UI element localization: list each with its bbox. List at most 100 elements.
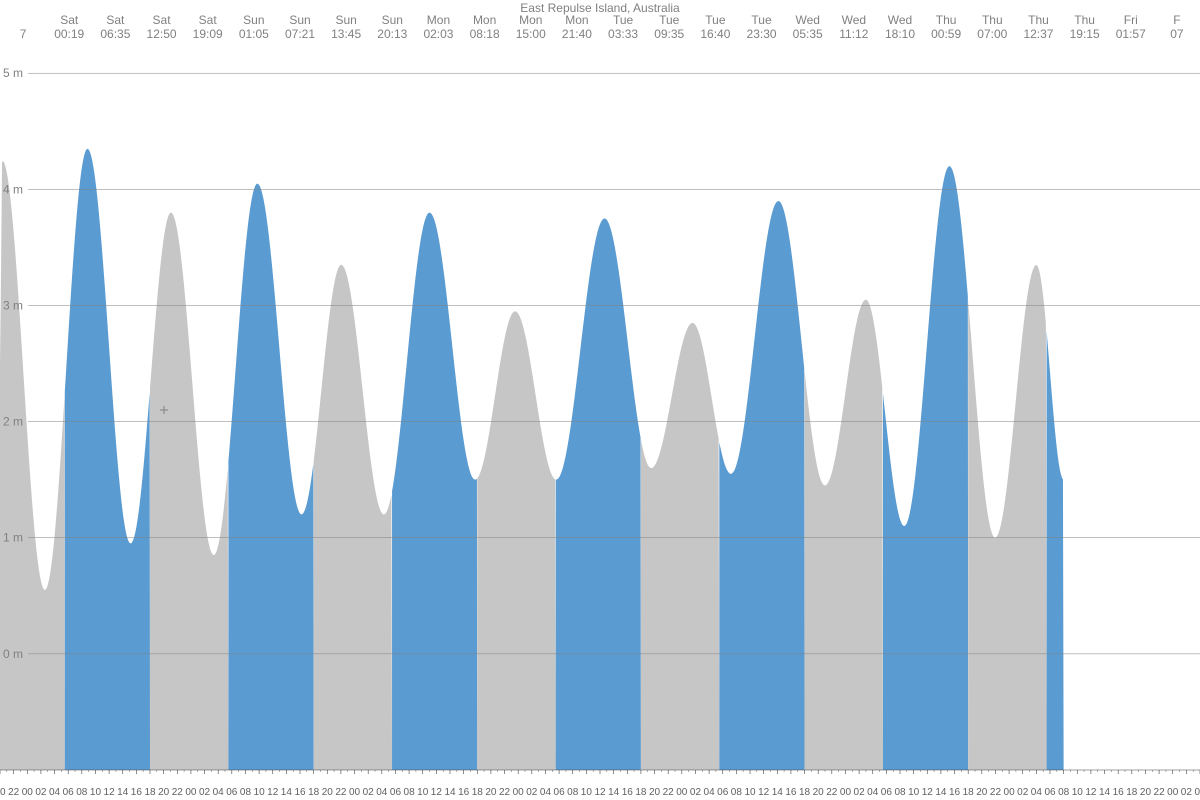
x-axis-label: 06: [554, 787, 566, 798]
x-axis-label: 12: [104, 787, 116, 798]
top-label-time: 20:13: [377, 27, 407, 41]
top-label-time: 07:21: [285, 27, 315, 41]
x-axis-label: 18: [1126, 787, 1138, 798]
top-label-day: Thu: [936, 13, 957, 27]
x-axis-label: 22: [1154, 787, 1166, 798]
x-axis-label: 04: [867, 787, 879, 798]
chart-title: East Repulse Island, Australia: [520, 1, 680, 15]
top-label-day: Tue: [751, 13, 772, 27]
top-label-time: 00:59: [931, 27, 961, 41]
x-axis-label: 14: [444, 787, 456, 798]
x-axis-label: 20: [976, 787, 988, 798]
x-axis-label: 18: [144, 787, 156, 798]
x-axis-label: 16: [1113, 787, 1125, 798]
x-axis-label: 20: [485, 787, 497, 798]
x-axis-label: 02: [1181, 787, 1193, 798]
x-axis-label: 04: [1194, 787, 1200, 798]
x-axis-label: 14: [1099, 787, 1111, 798]
x-axis-label: 20: [813, 787, 825, 798]
x-axis-label: 00: [1004, 787, 1016, 798]
x-axis-label: 16: [294, 787, 306, 798]
x-axis-label: 00: [840, 787, 852, 798]
x-axis-label: 06: [226, 787, 238, 798]
x-axis-label: 22: [335, 787, 347, 798]
top-label-time: 09:35: [654, 27, 684, 41]
x-axis-label: 10: [744, 787, 756, 798]
x-axis-label: 04: [213, 787, 225, 798]
y-axis-label: 0 m: [3, 647, 23, 661]
top-label-day: Wed: [795, 13, 819, 27]
x-axis-label: 16: [622, 787, 634, 798]
top-label-day: Sat: [60, 13, 79, 27]
top-label-day: Mon: [565, 13, 588, 27]
x-axis-label: 18: [308, 787, 320, 798]
x-axis-label: 10: [417, 787, 429, 798]
top-label-time: 06:35: [100, 27, 130, 41]
x-axis-label: 02: [690, 787, 702, 798]
x-axis-label: 00: [676, 787, 688, 798]
x-axis-label: 10: [908, 787, 920, 798]
top-label-time: 07: [1170, 27, 1184, 41]
tide-fill-bands: [0, 149, 1064, 770]
x-axis-label: 18: [635, 787, 647, 798]
top-label-time: 7: [20, 27, 27, 41]
tide-band-night: [805, 300, 883, 770]
x-axis-label: 06: [881, 787, 893, 798]
x-axis-label: 22: [499, 787, 511, 798]
x-axis-label: 04: [704, 787, 716, 798]
top-label-day: Sat: [106, 13, 125, 27]
x-axis-label: 04: [376, 787, 388, 798]
x-axis-label: 08: [731, 787, 743, 798]
top-label-day: Wed: [888, 13, 912, 27]
x-axis-label: 00: [513, 787, 525, 798]
top-label-day: Fri: [1124, 13, 1138, 27]
top-label-day: Tue: [705, 13, 726, 27]
x-axis-label: 00: [22, 787, 34, 798]
x-axis-label: 02: [199, 787, 211, 798]
top-time-labels: 7Sat00:19Sat06:35Sat12:50Sat19:09Sun01:0…: [20, 13, 1184, 41]
x-axis-label: 12: [922, 787, 934, 798]
x-axis-label: 22: [663, 787, 675, 798]
x-axis-label: 14: [117, 787, 129, 798]
x-axis-label: 12: [594, 787, 606, 798]
x-axis-label: 20: [1140, 787, 1152, 798]
top-label-time: 13:45: [331, 27, 361, 41]
top-label-day: Sun: [243, 13, 264, 27]
x-axis-label: 06: [717, 787, 729, 798]
x-axis-label: 02: [526, 787, 538, 798]
x-axis-label: 10: [90, 787, 102, 798]
x-axis-label: 02: [363, 787, 375, 798]
y-axis-label: 5 m: [3, 66, 23, 80]
x-axis-label: 22: [990, 787, 1002, 798]
y-axis-label: 2 m: [3, 415, 23, 429]
x-axis-label: 02: [35, 787, 47, 798]
tide-band-day: [719, 201, 804, 770]
x-axis-label: 14: [935, 787, 947, 798]
top-label-day: Sat: [199, 13, 218, 27]
x-axis-label: 08: [894, 787, 906, 798]
top-label-time: 01:57: [1116, 27, 1146, 41]
x-axis-label: 08: [76, 787, 88, 798]
top-label-day: Sun: [289, 13, 310, 27]
x-axis-label: 12: [267, 787, 279, 798]
x-axis-label: 10: [1072, 787, 1084, 798]
x-axis-label: 02: [854, 787, 866, 798]
top-label-time: 12:50: [147, 27, 177, 41]
x-axis-label: 16: [949, 787, 961, 798]
x-axis-label: 10: [254, 787, 266, 798]
tide-band-day: [65, 149, 150, 770]
x-axis-label: 12: [758, 787, 770, 798]
x-axis-label: 22: [826, 787, 838, 798]
x-axis-label: 18: [799, 787, 811, 798]
tide-chart: 0 m1 m2 m3 m4 m5 mEast Repulse Island, A…: [0, 0, 1200, 800]
top-label-day: Tue: [659, 13, 680, 27]
x-axis-label: 12: [431, 787, 443, 798]
top-label-time: 18:10: [885, 27, 915, 41]
x-axis-label: 20: [0, 787, 6, 798]
top-label-time: 15:00: [516, 27, 546, 41]
x-axis-label: 10: [581, 787, 593, 798]
x-axis-label: 20: [322, 787, 334, 798]
x-axis-label: 20: [649, 787, 661, 798]
top-label-time: 12:37: [1023, 27, 1053, 41]
x-axis-label: 16: [131, 787, 143, 798]
